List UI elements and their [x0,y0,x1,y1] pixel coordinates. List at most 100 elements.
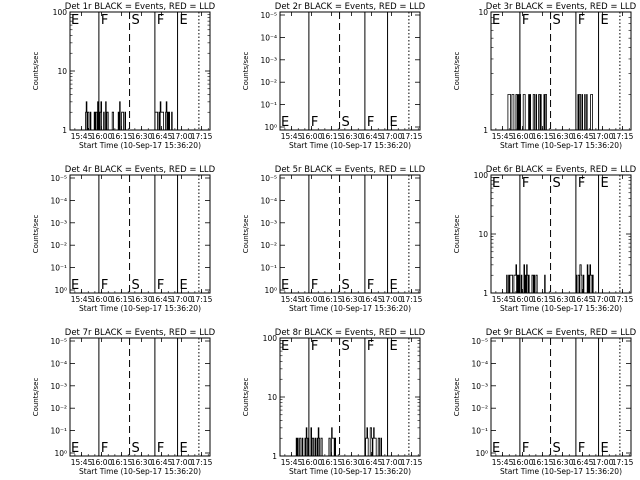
x-tick-label: 17:00 [592,458,614,467]
y-tick-label: 10⁰ [264,286,277,295]
x-tick-label: 16:00 [301,132,323,141]
x-tick-label: 16:30 [552,458,574,467]
interval-label: F [367,278,374,293]
x-tick-label: 15:45 [492,132,514,141]
x-tick-label: 16:45 [572,458,594,467]
x-tick-label: 15:45 [71,458,93,467]
y-tick-label: 10⁰ [54,286,67,295]
y-tick-label: 1 [483,289,488,298]
panel-title: Det 8r BLACK = Events, RED = LLD [275,328,426,338]
interval-label: F [101,278,108,293]
y-axis-label: Counts/sec [32,215,40,254]
interval-label: S [132,13,140,28]
x-tick-label: 16:45 [151,295,173,304]
y-tick-label: 10⁻¹ [471,427,488,436]
y-tick-label: 100 [53,8,68,17]
y-axis-label: Counts/sec [242,215,250,254]
count-rate-trace [85,101,126,131]
x-tick-label: 16:30 [552,132,574,141]
x-tick-label: 17:15 [612,295,634,304]
x-tick-label: 17:15 [612,132,634,141]
y-tick-label: 10⁻³ [50,219,67,228]
x-tick-label: 16:30 [552,295,574,304]
panel-title: Det 5r BLACK = Events, RED = LLD [275,165,426,175]
plot-frame [490,337,632,457]
count-rate-trace [506,264,547,294]
x-tick-label: 17:00 [381,458,403,467]
y-tick-label: 10⁰ [475,449,488,458]
interval-label: E [390,115,398,130]
interval-label: E [601,441,609,456]
x-tick-label: 16:30 [131,132,153,141]
x-tick-label: 17:15 [612,458,634,467]
x-tick-label: 17:00 [381,295,403,304]
y-tick-label: 100 [474,171,489,180]
y-tick-label: 10 [267,393,277,402]
x-tick-label: 17:00 [592,132,614,141]
y-axis-label: Counts/sec [32,378,40,417]
plot-frame [69,174,211,294]
x-tick-label: 16:45 [572,295,594,304]
count-rate-trace [364,427,383,457]
y-tick-label: 10⁻⁵ [260,11,277,20]
x-tick-label: 17:00 [381,132,403,141]
x-tick-label: 16:15 [321,295,343,304]
interval-label: S [553,13,561,28]
panel-title: Det 1r BLACK = Events, RED = LLD [65,2,216,12]
x-tick-label: 17:15 [191,295,213,304]
interval-label: E [390,278,398,293]
y-tick-label: 10⁰ [264,123,277,132]
interval-label: F [101,441,108,456]
interval-label: F [157,441,164,456]
interval-label: E [601,13,609,28]
interval-label: E [180,13,188,28]
x-tick-label: 16:30 [131,458,153,467]
panel-title: Det 2r BLACK = Events, RED = LLD [275,2,426,12]
x-tick-label: 15:45 [71,295,93,304]
interval-label: E [180,441,188,456]
x-axis-label: Start Time (10-Sep-17 15:36:20) [500,141,622,150]
panel-title: Det 6r BLACK = Events, RED = LLD [486,165,637,175]
y-axis-label: Counts/sec [32,52,40,91]
y-tick-label: 1 [62,126,67,135]
panel-6: Det 6r BLACK = Events, RED = LLD 15:45 16:… [453,165,637,313]
x-tick-label: 16:00 [301,458,323,467]
y-tick-label: 10⁻³ [260,56,277,65]
x-tick-label: 16:45 [151,132,173,141]
interval-label: F [367,339,374,354]
y-tick-label: 10⁻² [50,404,67,413]
x-tick-label: 16:15 [321,458,343,467]
panel-4: Det 4r BLACK = Events, RED = LLD15:4516:… [32,165,216,313]
y-axis-label: Counts/sec [453,215,461,254]
y-axis-label: Counts/sec [453,52,461,91]
plot-frame [69,337,211,457]
y-tick-label: 10⁻⁵ [260,174,277,183]
y-tick-label: 10⁻⁴ [260,196,277,205]
plot-frame [279,11,421,131]
interval-label: F [157,278,164,293]
x-tick-label: 16:00 [91,132,113,141]
interval-label: F [578,176,585,191]
x-tick-label: 16:00 [91,295,113,304]
interval-label: S [132,278,140,293]
x-tick-label: 16:45 [361,132,383,141]
panel-title: Det 7r BLACK = Events, RED = LLD [65,328,216,338]
y-axis-label: Counts/sec [453,378,461,417]
x-tick-label: 16:30 [341,295,363,304]
x-tick-label: 16:15 [111,132,133,141]
y-tick-label: 1 [483,126,488,135]
panel-8: Det 8r BLACK = Events, RED = LLD15:4516:… [242,328,426,476]
x-tick-label: 15:45 [71,132,93,141]
x-tick-label: 17:15 [191,132,213,141]
x-tick-label: 15:45 [492,295,514,304]
x-tick-label: 17:00 [171,295,193,304]
x-tick-label: 17:15 [401,132,423,141]
y-tick-label: 10⁻¹ [260,101,277,110]
panel-9: Det 9r BLACK = Events, RED = LLD15:4516:… [453,328,637,476]
y-tick-label: 10⁻⁴ [50,359,67,368]
y-tick-label: 10⁻¹ [50,264,67,273]
interval-label: S [342,115,350,130]
interval-label: F [311,278,318,293]
interval-label: E [281,339,289,354]
